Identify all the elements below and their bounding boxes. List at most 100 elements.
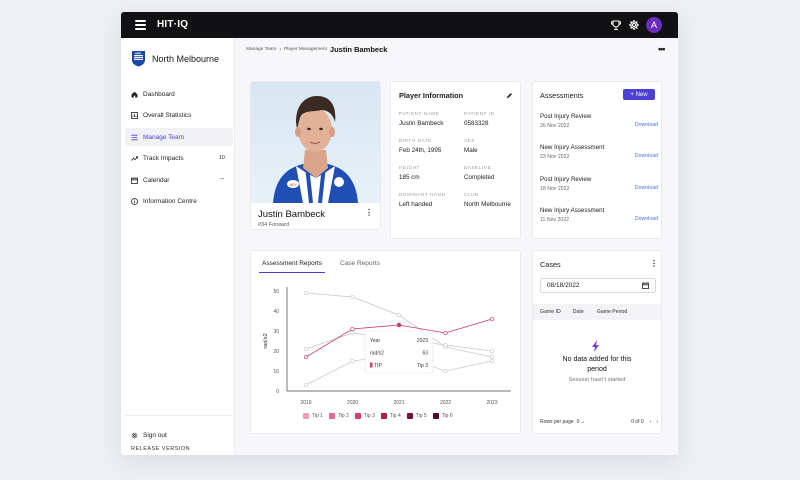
menu-icon[interactable] (135, 20, 146, 30)
assessments-card: Assessments + New Post Injury Review 26 … (532, 81, 662, 239)
breadcrumb-manage-team[interactable]: Manage Team (246, 47, 277, 52)
calendar-icon[interactable] (642, 282, 649, 289)
cases-card: Cases ⋮ 08/18/2022 Game ID Date Game Per… (532, 250, 662, 434)
legend-item[interactable]: Tip 4 (380, 413, 401, 419)
data-point (303, 290, 309, 296)
empty-state-subtitle: Session hasn't started (568, 377, 626, 383)
sign-out-label: Sign out (143, 432, 167, 439)
date-filter-input[interactable]: 08/18/2022 (540, 278, 656, 293)
club-header: North Melbourne (131, 50, 219, 67)
legend-label: Tip 5 (415, 413, 427, 419)
legend-swatch (380, 413, 387, 419)
trophy-icon[interactable] (610, 19, 622, 31)
chevron-left-icon[interactable]: ‹ (649, 419, 652, 425)
player-photo: AFL (251, 82, 380, 203)
sidebar: North Melbourne Dashboard Overall Statis… (121, 38, 235, 455)
player-info-title: Player Information (399, 91, 464, 100)
release-version: RELEASE VERSION (131, 446, 191, 452)
assessment-item: New Injury Assessment 23 Nov 2022 Downlo… (540, 144, 658, 160)
legend-swatch (406, 413, 413, 419)
legend-swatch (303, 413, 309, 419)
cases-menu-icon[interactable]: ⋮ (650, 259, 658, 268)
field-patient-id: PATIENT ID 0583328 (464, 111, 495, 127)
y-tick-label: 20 (273, 349, 279, 355)
gear-icon[interactable] (628, 19, 640, 31)
sidebar-item-dashboard[interactable]: Dashboard (125, 85, 233, 103)
x-tick-label: 2022 (440, 400, 451, 406)
download-link[interactable]: Download (634, 185, 658, 191)
breadcrumb: Manage Team › Player Management Justin B… (246, 45, 387, 54)
brand-logo: HIT·IQ (157, 19, 189, 30)
sidebar-item-calendar[interactable]: Calendar → (125, 171, 233, 189)
player-menu-icon[interactable]: ⋮ (365, 208, 373, 217)
club-logo-icon (132, 51, 145, 67)
top-bar: HIT·IQ A (121, 12, 678, 38)
assessment-item: New Injury Assessment 11 Nov 2022 Downlo… (540, 207, 658, 223)
sidebar-item-overall-statistics[interactable]: Overall Statistics (125, 107, 233, 125)
legend-label: Tip 3 (363, 413, 375, 419)
download-link[interactable]: Download (634, 122, 658, 128)
sidebar-item-label: Track Impacts (143, 155, 184, 162)
breadcrumb-player-management[interactable]: Player Management (283, 47, 327, 52)
legend-item[interactable]: Tip 5 (406, 413, 427, 419)
impact-count-badge: 10 (218, 154, 225, 161)
y-tick-label: 50 (273, 289, 279, 295)
y-axis-label: rad/s2 (263, 333, 269, 348)
sidebar-item-track-impacts[interactable]: Track Impacts 10 (125, 150, 233, 168)
assessments-title: Assessments (540, 91, 584, 100)
download-link[interactable]: Download (634, 153, 658, 159)
sidebar-item-label: Dashboard (143, 90, 175, 98)
y-tick-label: 10 (273, 369, 279, 375)
data-point (303, 382, 309, 388)
field-birth-date: BIRTH DATE Feb 24th, 1995 (399, 138, 442, 154)
column-header[interactable]: Date (572, 309, 584, 315)
y-tick-label: 30 (273, 329, 279, 335)
lightning-icon (592, 340, 599, 352)
legend-swatch (328, 413, 335, 419)
player-info-card: Player Information PATIENT NAME Justin B… (390, 81, 521, 239)
more-options-icon[interactable]: ••• (658, 44, 666, 54)
data-point (396, 312, 402, 318)
arrow-right-icon: → (218, 175, 225, 182)
sign-out-button[interactable]: Sign out (131, 432, 167, 439)
legend-swatch (432, 413, 439, 419)
field-dominant-hand: DOMINANT HAND Left handed (399, 192, 446, 208)
x-tick-label: 2020 (347, 400, 358, 406)
tab-assessment-reports[interactable]: Assessment Reports (259, 257, 325, 273)
download-link[interactable]: Download (634, 216, 658, 222)
sidebar-nav: Dashboard Overall Statistics Manage Team… (125, 85, 233, 214)
avatar[interactable]: A (646, 17, 662, 33)
sidebar-item-label: Calendar (143, 176, 170, 184)
legend-item[interactable]: Tip 3 (354, 413, 375, 419)
player-card: AFL Justin Bambeck #34 Forward ⋮ (250, 81, 381, 230)
sidebar-item-manage-team[interactable]: Manage Team (125, 128, 233, 146)
empty-state-title: No data added for this period (562, 356, 632, 373)
rows-per-page-select[interactable]: 0 ⌄ (576, 419, 586, 425)
sidebar-item-information-centre[interactable]: Information Centre (125, 193, 233, 211)
tooltip-label: TIP (374, 363, 382, 369)
sidebar-divider (125, 415, 231, 416)
calendar-icon (131, 176, 138, 184)
legend-item[interactable]: Tip 6 (432, 413, 453, 419)
edit-icon[interactable] (506, 92, 513, 99)
sidebar-item-label: Manage Team (143, 133, 185, 141)
column-header[interactable]: Game Period (596, 309, 628, 315)
legend-swatch (354, 413, 361, 419)
chevron-right-icon[interactable]: › (656, 419, 658, 425)
column-header[interactable]: Game ID (540, 309, 561, 315)
settings-icon (131, 432, 138, 439)
legend-item[interactable]: Tip 2 (328, 413, 349, 419)
page-title: Justin Bambeck (329, 45, 388, 54)
field-club: CLUB North Melbourne (464, 192, 511, 208)
main-content: Manage Team › Player Management Justin B… (235, 38, 678, 455)
legend-item[interactable]: Tip 1 (303, 413, 323, 419)
date-filter-value: 08/18/2022 (547, 282, 580, 289)
club-name: North Melbourne (152, 53, 220, 64)
reports-card: Assessment Reports Case Reports 0 10 20 30 4… (250, 250, 521, 434)
new-assessment-button[interactable]: + New (623, 89, 655, 100)
x-tick-label: 2021 (393, 400, 404, 406)
trend-icon (131, 155, 138, 162)
tab-case-reports[interactable]: Case Reports (339, 260, 380, 267)
cases-title: Cases (540, 260, 561, 269)
x-tick-label: 2023 (486, 400, 497, 406)
